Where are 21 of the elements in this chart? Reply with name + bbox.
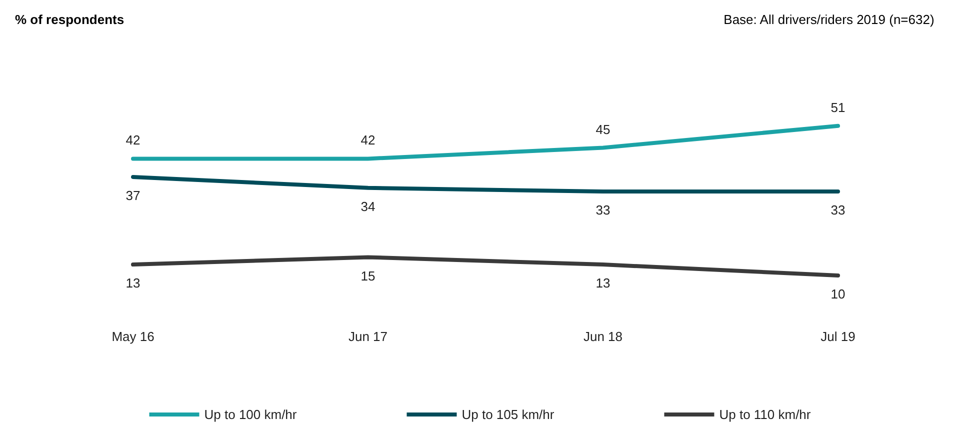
data-label: 10: [830, 286, 846, 302]
data-label: 33: [830, 202, 846, 218]
x-tick-label: Jul 19: [820, 329, 856, 344]
data-label: 15: [360, 268, 376, 284]
data-label: 45: [596, 122, 610, 137]
data-label: 33: [596, 202, 610, 218]
text: % of respondents: [15, 12, 124, 27]
text: Base: All drivers/riders 2019 (n=632): [724, 12, 934, 27]
legend-label: Up to 110 km/hr: [719, 407, 812, 422]
data-label: 13: [596, 276, 610, 291]
data-label: 51: [830, 100, 846, 115]
data-label: 42: [126, 132, 140, 148]
legend-label: Up to 105 km/hr: [462, 407, 555, 422]
data-label: 37: [126, 188, 140, 203]
data-label: 34: [360, 198, 376, 214]
x-tick-label: May 16: [112, 329, 154, 344]
x-tick-label: Jun 18: [583, 329, 623, 344]
x-tick-label: Jun 17: [348, 329, 388, 344]
data-label: 13: [126, 276, 140, 291]
data-label: 42: [360, 132, 376, 148]
legend-label: Up to 100 km/hr: [204, 407, 298, 422]
